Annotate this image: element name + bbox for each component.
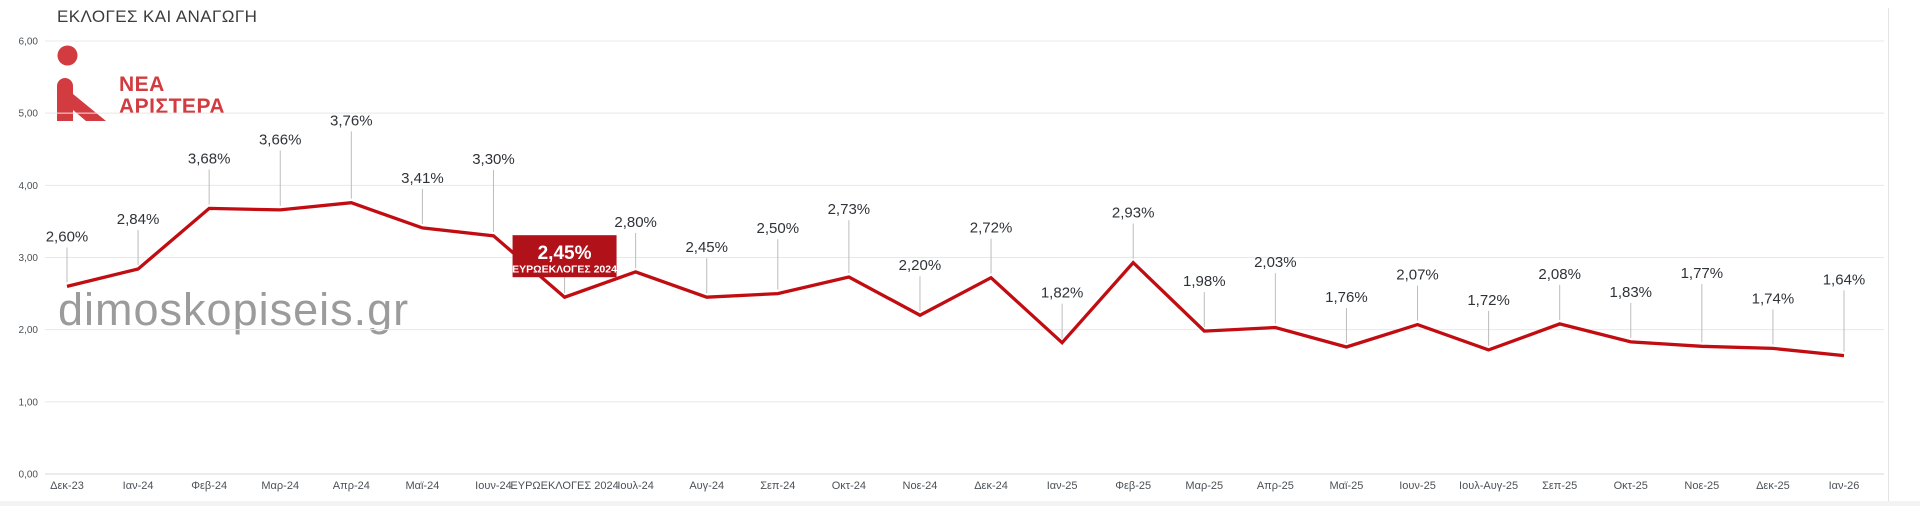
value-label: 2,20% xyxy=(899,257,942,274)
value-label: 2,84% xyxy=(117,211,160,228)
y-axis-label: 1,00 xyxy=(19,397,39,408)
value-label: 3,66% xyxy=(259,131,302,148)
x-axis-label: Ιαν-24 xyxy=(123,480,154,492)
value-label: 1,83% xyxy=(1609,284,1652,301)
value-label: 2,93% xyxy=(1112,205,1155,222)
x-axis-label: Ιουλ-Αυγ-25 xyxy=(1459,480,1518,492)
x-axis-label: Ιαν-26 xyxy=(1829,480,1860,492)
logo-text-line2: ΑΡΙΣΤΕΡΑ xyxy=(119,95,226,118)
nea-aristera-logo: ΝΕΑ ΑΡΙΣΤΕΡΑ xyxy=(0,0,230,135)
x-axis-label: Δεκ-25 xyxy=(1756,480,1790,492)
x-axis-label: Αυγ-24 xyxy=(689,480,724,492)
value-label: 1,72% xyxy=(1467,292,1510,309)
x-axis-label: Δεκ-24 xyxy=(974,480,1008,492)
value-label: 1,98% xyxy=(1183,273,1226,290)
highlight-sublabel: ΕΥΡΩΕΚΛΟΓΕΣ 2024 xyxy=(512,264,617,276)
x-axis-label: Οκτ-24 xyxy=(832,480,866,492)
x-axis-label: Μαϊ-24 xyxy=(405,480,439,492)
y-axis-label: 0,00 xyxy=(19,470,39,481)
value-label: 2,50% xyxy=(757,220,800,237)
value-label: 1,77% xyxy=(1681,265,1724,282)
x-axis-label: Μαϊ-25 xyxy=(1330,480,1364,492)
x-axis-label: Απρ-24 xyxy=(333,480,370,492)
x-axis-label: Οκτ-25 xyxy=(1614,480,1648,492)
highlight-box xyxy=(512,235,617,278)
x-axis-label: Φεβ-25 xyxy=(1115,480,1151,492)
value-label: 2,80% xyxy=(614,214,657,231)
value-label: 1,64% xyxy=(1823,271,1866,288)
value-label: 1,74% xyxy=(1752,290,1795,307)
x-axis-label: Φεβ-24 xyxy=(191,480,227,492)
value-label: 2,45% xyxy=(685,239,728,256)
watermark: dimoskopiseis.gr xyxy=(58,284,410,335)
x-axis-label: Ιουν-24 xyxy=(475,480,512,492)
x-axis-label: Δεκ-23 xyxy=(50,480,84,492)
y-axis-label: 3,00 xyxy=(19,253,39,264)
value-label: 2,08% xyxy=(1538,266,1581,283)
value-label: 1,76% xyxy=(1325,289,1368,306)
value-label: 3,76% xyxy=(330,112,373,129)
x-axis-label: Νοε-24 xyxy=(903,480,938,492)
x-axis-label: Σεπ-25 xyxy=(1542,480,1577,492)
value-label: 2,72% xyxy=(970,220,1013,237)
widget-right-border xyxy=(1888,8,1889,506)
person-icon xyxy=(57,45,106,121)
x-axis-label: Σεπ-24 xyxy=(760,480,795,492)
value-label: 3,68% xyxy=(188,150,231,167)
value-label: 3,30% xyxy=(472,151,515,168)
x-axis-label: Απρ-25 xyxy=(1257,480,1294,492)
logo-text-line1: ΝΕΑ xyxy=(119,73,165,96)
value-label: 3,41% xyxy=(401,170,444,187)
y-axis-label: 5,00 xyxy=(19,109,39,120)
highlight-value-label: 2,45% xyxy=(538,243,592,264)
x-axis-label: Ιαν-25 xyxy=(1047,480,1078,492)
value-label: 2,60% xyxy=(46,228,89,245)
x-axis-label: Νοε-25 xyxy=(1684,480,1719,492)
y-axis-label: 2,00 xyxy=(19,325,39,336)
chart-title: ΕΚΛΟΓΕΣ ΚΑΙ ΑΝΑΓΩΓΗ xyxy=(57,7,258,26)
x-axis-label: Μαρ-24 xyxy=(261,480,299,492)
x-axis-label: Ιουλ-24 xyxy=(617,480,654,492)
value-label: 2,73% xyxy=(828,201,871,218)
y-axis-label: 6,00 xyxy=(19,37,39,48)
value-label: 1,82% xyxy=(1041,285,1084,302)
x-axis-label: ΕΥΡΩΕΚΛΟΓΕΣ 2024 xyxy=(510,480,618,492)
value-label: 2,07% xyxy=(1396,267,1439,284)
value-label: 2,03% xyxy=(1254,254,1297,271)
data-line xyxy=(66,201,1845,358)
y-axis-label: 4,00 xyxy=(19,181,39,192)
widget-bottom-strip xyxy=(0,501,1920,506)
x-axis-label: Ιουν-25 xyxy=(1399,480,1436,492)
x-axis-label: Μαρ-25 xyxy=(1185,480,1223,492)
